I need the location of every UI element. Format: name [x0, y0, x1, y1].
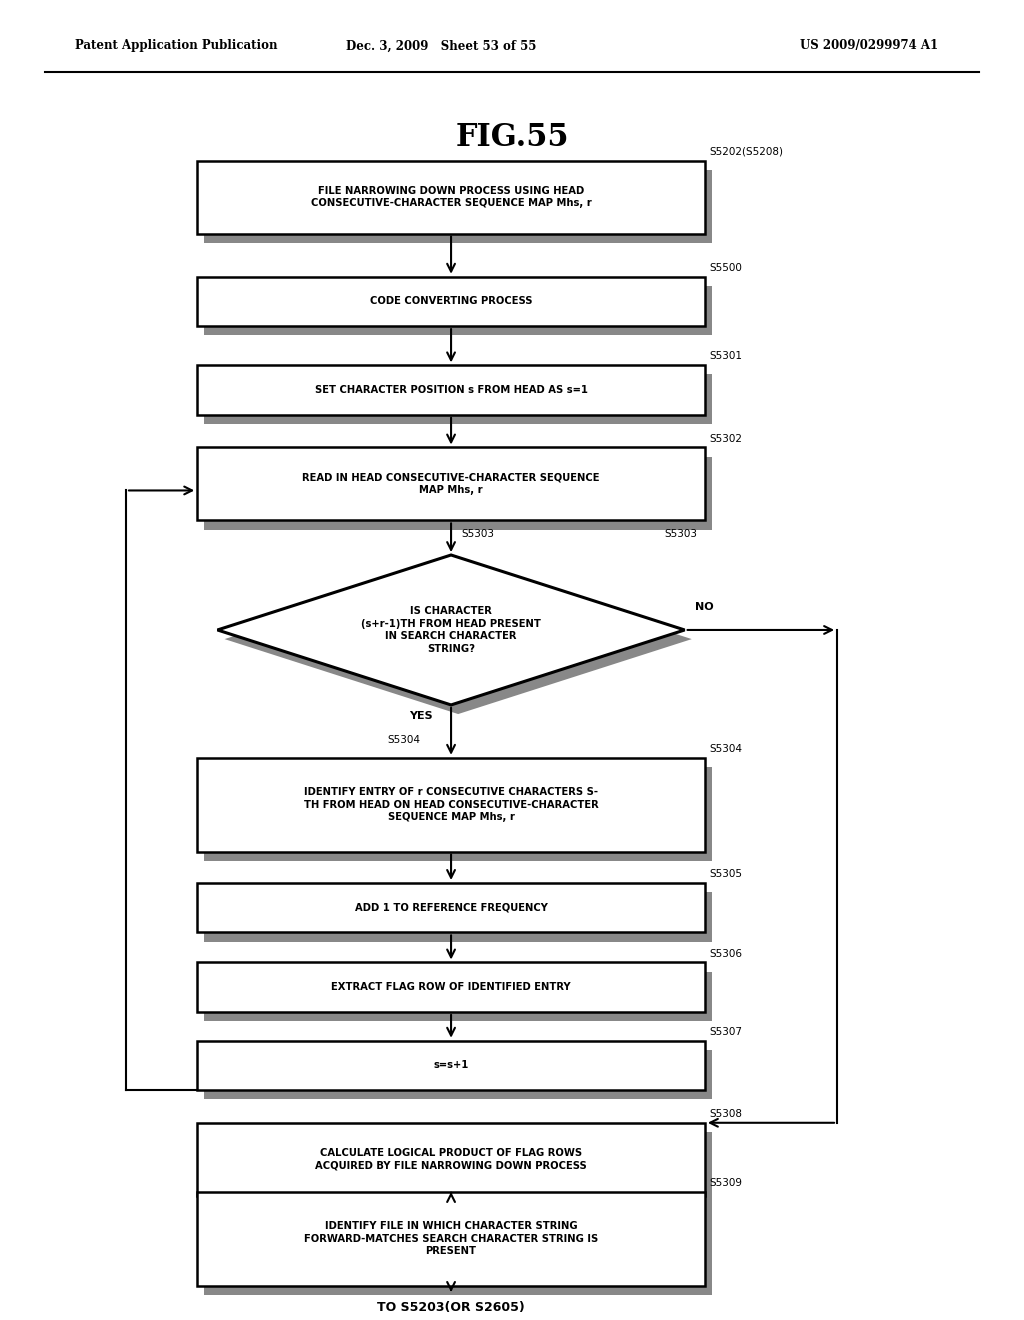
- Text: YES: YES: [409, 710, 432, 721]
- Text: FIG.55: FIG.55: [456, 121, 568, 153]
- Text: Patent Application Publication: Patent Application Publication: [75, 40, 278, 53]
- Text: s=s+1: s=s+1: [433, 1060, 469, 1071]
- Text: IDENTIFY FILE IN WHICH CHARACTER STRING
FORWARD-MATCHES SEARCH CHARACTER STRING : IDENTIFY FILE IN WHICH CHARACTER STRING …: [304, 1221, 598, 1257]
- FancyBboxPatch shape: [204, 892, 712, 941]
- FancyBboxPatch shape: [204, 1049, 712, 1100]
- FancyBboxPatch shape: [204, 1133, 712, 1205]
- Text: TO S5203(OR S2605): TO S5203(OR S2605): [377, 1302, 525, 1315]
- Text: S5302: S5302: [709, 433, 742, 444]
- FancyBboxPatch shape: [198, 277, 705, 326]
- Text: S5304: S5304: [388, 735, 421, 744]
- FancyBboxPatch shape: [204, 972, 712, 1022]
- Text: EXTRACT FLAG ROW OF IDENTIFIED ENTRY: EXTRACT FLAG ROW OF IDENTIFIED ENTRY: [331, 982, 570, 993]
- Text: READ IN HEAD CONSECUTIVE-CHARACTER SEQUENCE
MAP Mhs, r: READ IN HEAD CONSECUTIVE-CHARACTER SEQUE…: [302, 473, 600, 495]
- Polygon shape: [217, 554, 685, 705]
- FancyBboxPatch shape: [198, 161, 705, 234]
- FancyBboxPatch shape: [198, 883, 705, 932]
- Text: S5307: S5307: [709, 1027, 742, 1036]
- Text: S5202(S5208): S5202(S5208): [709, 147, 783, 157]
- FancyBboxPatch shape: [198, 962, 705, 1012]
- FancyBboxPatch shape: [198, 758, 705, 851]
- Text: ADD 1 TO REFERENCE FREQUENCY: ADD 1 TO REFERENCE FREQUENCY: [354, 903, 548, 912]
- Text: S5301: S5301: [709, 351, 742, 362]
- Text: CALCULATE LOGICAL PRODUCT OF FLAG ROWS
ACQUIRED BY FILE NARROWING DOWN PROCESS: CALCULATE LOGICAL PRODUCT OF FLAG ROWS A…: [315, 1148, 587, 1171]
- Text: S5500: S5500: [709, 263, 742, 273]
- Text: NO: NO: [695, 602, 714, 611]
- Text: IDENTIFY ENTRY OF r CONSECUTIVE CHARACTERS S-
TH FROM HEAD ON HEAD CONSECUTIVE-C: IDENTIFY ENTRY OF r CONSECUTIVE CHARACTE…: [304, 787, 598, 822]
- FancyBboxPatch shape: [204, 1201, 712, 1295]
- FancyBboxPatch shape: [198, 1192, 705, 1286]
- Text: S5304: S5304: [709, 744, 742, 754]
- Text: S5308: S5308: [709, 1109, 742, 1119]
- Text: S5306: S5306: [709, 949, 742, 958]
- FancyBboxPatch shape: [204, 457, 712, 529]
- FancyBboxPatch shape: [198, 366, 705, 414]
- FancyBboxPatch shape: [204, 767, 712, 861]
- FancyBboxPatch shape: [198, 447, 705, 520]
- FancyBboxPatch shape: [198, 1040, 705, 1090]
- Text: S5303: S5303: [461, 529, 495, 540]
- Text: SET CHARACTER POSITION s FROM HEAD AS s=1: SET CHARACTER POSITION s FROM HEAD AS s=…: [314, 385, 588, 395]
- FancyBboxPatch shape: [204, 285, 712, 335]
- Text: FILE NARROWING DOWN PROCESS USING HEAD
CONSECUTIVE-CHARACTER SEQUENCE MAP Mhs, r: FILE NARROWING DOWN PROCESS USING HEAD C…: [310, 186, 592, 209]
- Text: CODE CONVERTING PROCESS: CODE CONVERTING PROCESS: [370, 297, 532, 306]
- Text: S5303: S5303: [665, 529, 697, 540]
- FancyBboxPatch shape: [198, 1123, 705, 1196]
- FancyBboxPatch shape: [204, 170, 712, 243]
- Text: S5309: S5309: [709, 1177, 742, 1188]
- Text: US 2009/0299974 A1: US 2009/0299974 A1: [801, 40, 939, 53]
- Text: S5305: S5305: [709, 869, 742, 879]
- Polygon shape: [224, 564, 692, 714]
- Text: IS CHARACTER
(s+r-1)TH FROM HEAD PRESENT
IN SEARCH CHARACTER
STRING?: IS CHARACTER (s+r-1)TH FROM HEAD PRESENT…: [361, 606, 541, 653]
- Text: Dec. 3, 2009   Sheet 53 of 55: Dec. 3, 2009 Sheet 53 of 55: [346, 40, 537, 53]
- FancyBboxPatch shape: [204, 375, 712, 424]
